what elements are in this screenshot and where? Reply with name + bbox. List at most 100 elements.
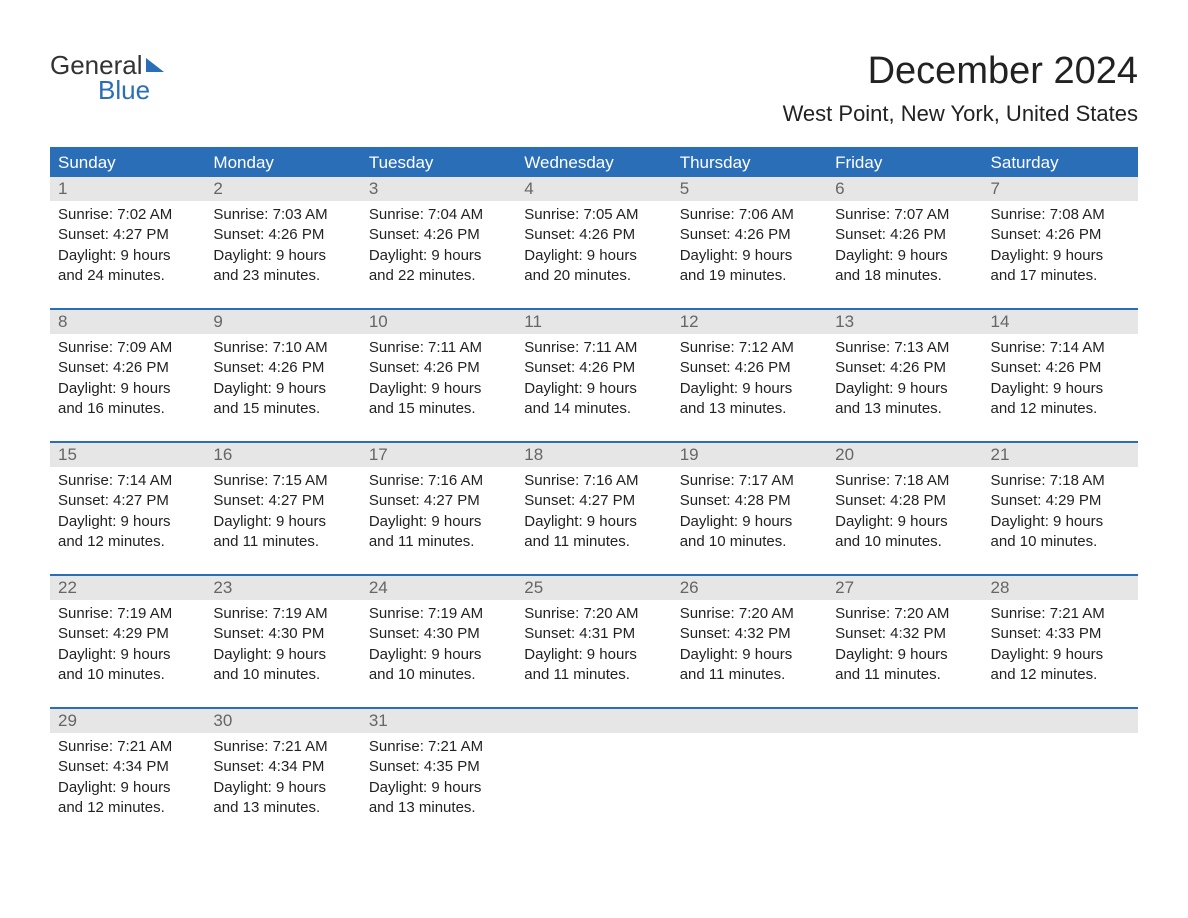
daylight-text-2: and 12 minutes.: [991, 399, 1130, 419]
daylight-text-2: and 10 minutes.: [58, 665, 197, 685]
day-details-row: Sunrise: 7:21 AMSunset: 4:34 PMDaylight:…: [50, 733, 1138, 826]
day-number: 2: [205, 177, 360, 201]
day-number-row: 891011121314: [50, 310, 1138, 334]
sunrise-text: Sunrise: 7:07 AM: [835, 205, 974, 225]
day-details: Sunrise: 7:19 AMSunset: 4:30 PMDaylight:…: [205, 600, 360, 693]
day-number: 20: [827, 443, 982, 467]
day-details: Sunrise: 7:06 AMSunset: 4:26 PMDaylight:…: [672, 201, 827, 294]
daylight-text-1: Daylight: 9 hours: [835, 379, 974, 399]
day-details: [983, 733, 1138, 826]
daylight-text-1: Daylight: 9 hours: [991, 246, 1130, 266]
dayheader-thursday: Thursday: [672, 149, 827, 177]
sunrise-text: Sunrise: 7:08 AM: [991, 205, 1130, 225]
daylight-text-2: and 15 minutes.: [369, 399, 508, 419]
day-number: 28: [983, 576, 1138, 600]
daylight-text-2: and 22 minutes.: [369, 266, 508, 286]
sunset-text: Sunset: 4:26 PM: [369, 225, 508, 245]
day-details: Sunrise: 7:12 AMSunset: 4:26 PMDaylight:…: [672, 334, 827, 427]
sunset-text: Sunset: 4:26 PM: [58, 358, 197, 378]
daylight-text-2: and 13 minutes.: [680, 399, 819, 419]
daylight-text-1: Daylight: 9 hours: [213, 645, 352, 665]
sunrise-text: Sunrise: 7:18 AM: [835, 471, 974, 491]
sunset-text: Sunset: 4:26 PM: [524, 358, 663, 378]
day-number: 29: [50, 709, 205, 733]
day-details: Sunrise: 7:08 AMSunset: 4:26 PMDaylight:…: [983, 201, 1138, 294]
day-number: 16: [205, 443, 360, 467]
day-number: 26: [672, 576, 827, 600]
sunrise-text: Sunrise: 7:15 AM: [213, 471, 352, 491]
daylight-text-2: and 13 minutes.: [213, 798, 352, 818]
daylight-text-2: and 11 minutes.: [835, 665, 974, 685]
day-details: Sunrise: 7:14 AMSunset: 4:27 PMDaylight:…: [50, 467, 205, 560]
daylight-text-1: Daylight: 9 hours: [680, 379, 819, 399]
dayheader-saturday: Saturday: [983, 149, 1138, 177]
sunset-text: Sunset: 4:26 PM: [524, 225, 663, 245]
day-number: [516, 709, 671, 733]
daylight-text-1: Daylight: 9 hours: [991, 645, 1130, 665]
sunset-text: Sunset: 4:32 PM: [835, 624, 974, 644]
day-details: Sunrise: 7:15 AMSunset: 4:27 PMDaylight:…: [205, 467, 360, 560]
daylight-text-2: and 17 minutes.: [991, 266, 1130, 286]
day-number: 14: [983, 310, 1138, 334]
day-number: [672, 709, 827, 733]
day-number: 30: [205, 709, 360, 733]
week-block: 22232425262728Sunrise: 7:19 AMSunset: 4:…: [50, 574, 1138, 693]
sunset-text: Sunset: 4:31 PM: [524, 624, 663, 644]
day-number: 1: [50, 177, 205, 201]
daylight-text-1: Daylight: 9 hours: [835, 645, 974, 665]
calendar: Sunday Monday Tuesday Wednesday Thursday…: [50, 147, 1138, 826]
day-number: 17: [361, 443, 516, 467]
logo-triangle-icon: [146, 58, 164, 72]
daylight-text-2: and 10 minutes.: [213, 665, 352, 685]
sunset-text: Sunset: 4:27 PM: [58, 225, 197, 245]
daylight-text-1: Daylight: 9 hours: [524, 379, 663, 399]
sunrise-text: Sunrise: 7:19 AM: [213, 604, 352, 624]
daylight-text-1: Daylight: 9 hours: [213, 512, 352, 532]
day-number-row: 22232425262728: [50, 576, 1138, 600]
day-details: Sunrise: 7:16 AMSunset: 4:27 PMDaylight:…: [516, 467, 671, 560]
daylight-text-1: Daylight: 9 hours: [213, 379, 352, 399]
daylight-text-2: and 14 minutes.: [524, 399, 663, 419]
daylight-text-2: and 18 minutes.: [835, 266, 974, 286]
sunrise-text: Sunrise: 7:05 AM: [524, 205, 663, 225]
day-details: Sunrise: 7:19 AMSunset: 4:30 PMDaylight:…: [361, 600, 516, 693]
dayheader-sunday: Sunday: [50, 149, 205, 177]
day-details-row: Sunrise: 7:02 AMSunset: 4:27 PMDaylight:…: [50, 201, 1138, 294]
day-number-row: 15161718192021: [50, 443, 1138, 467]
daylight-text-2: and 11 minutes.: [213, 532, 352, 552]
sunrise-text: Sunrise: 7:19 AM: [369, 604, 508, 624]
sunrise-text: Sunrise: 7:09 AM: [58, 338, 197, 358]
daylight-text-2: and 10 minutes.: [991, 532, 1130, 552]
day-number-row: 1234567: [50, 177, 1138, 201]
daylight-text-2: and 12 minutes.: [991, 665, 1130, 685]
day-number: 21: [983, 443, 1138, 467]
sunrise-text: Sunrise: 7:13 AM: [835, 338, 974, 358]
daylight-text-2: and 13 minutes.: [835, 399, 974, 419]
sunset-text: Sunset: 4:29 PM: [58, 624, 197, 644]
sunset-text: Sunset: 4:26 PM: [991, 225, 1130, 245]
day-details: Sunrise: 7:09 AMSunset: 4:26 PMDaylight:…: [50, 334, 205, 427]
daylight-text-1: Daylight: 9 hours: [369, 379, 508, 399]
day-details: Sunrise: 7:17 AMSunset: 4:28 PMDaylight:…: [672, 467, 827, 560]
day-details-row: Sunrise: 7:14 AMSunset: 4:27 PMDaylight:…: [50, 467, 1138, 560]
sunrise-text: Sunrise: 7:20 AM: [835, 604, 974, 624]
sunrise-text: Sunrise: 7:21 AM: [58, 737, 197, 757]
day-details-row: Sunrise: 7:09 AMSunset: 4:26 PMDaylight:…: [50, 334, 1138, 427]
daylight-text-1: Daylight: 9 hours: [991, 379, 1130, 399]
daylight-text-1: Daylight: 9 hours: [369, 645, 508, 665]
sunrise-text: Sunrise: 7:12 AM: [680, 338, 819, 358]
sunrise-text: Sunrise: 7:20 AM: [524, 604, 663, 624]
daylight-text-2: and 15 minutes.: [213, 399, 352, 419]
day-number: 3: [361, 177, 516, 201]
location-subtitle: West Point, New York, United States: [783, 101, 1138, 127]
page-header: General Blue December 2024 West Point, N…: [50, 50, 1138, 127]
daylight-text-1: Daylight: 9 hours: [680, 512, 819, 532]
daylight-text-2: and 16 minutes.: [58, 399, 197, 419]
day-details: [672, 733, 827, 826]
sunrise-text: Sunrise: 7:11 AM: [369, 338, 508, 358]
day-details: [516, 733, 671, 826]
daylight-text-1: Daylight: 9 hours: [369, 246, 508, 266]
sunset-text: Sunset: 4:27 PM: [369, 491, 508, 511]
daylight-text-2: and 11 minutes.: [369, 532, 508, 552]
day-header-row: Sunday Monday Tuesday Wednesday Thursday…: [50, 147, 1138, 177]
